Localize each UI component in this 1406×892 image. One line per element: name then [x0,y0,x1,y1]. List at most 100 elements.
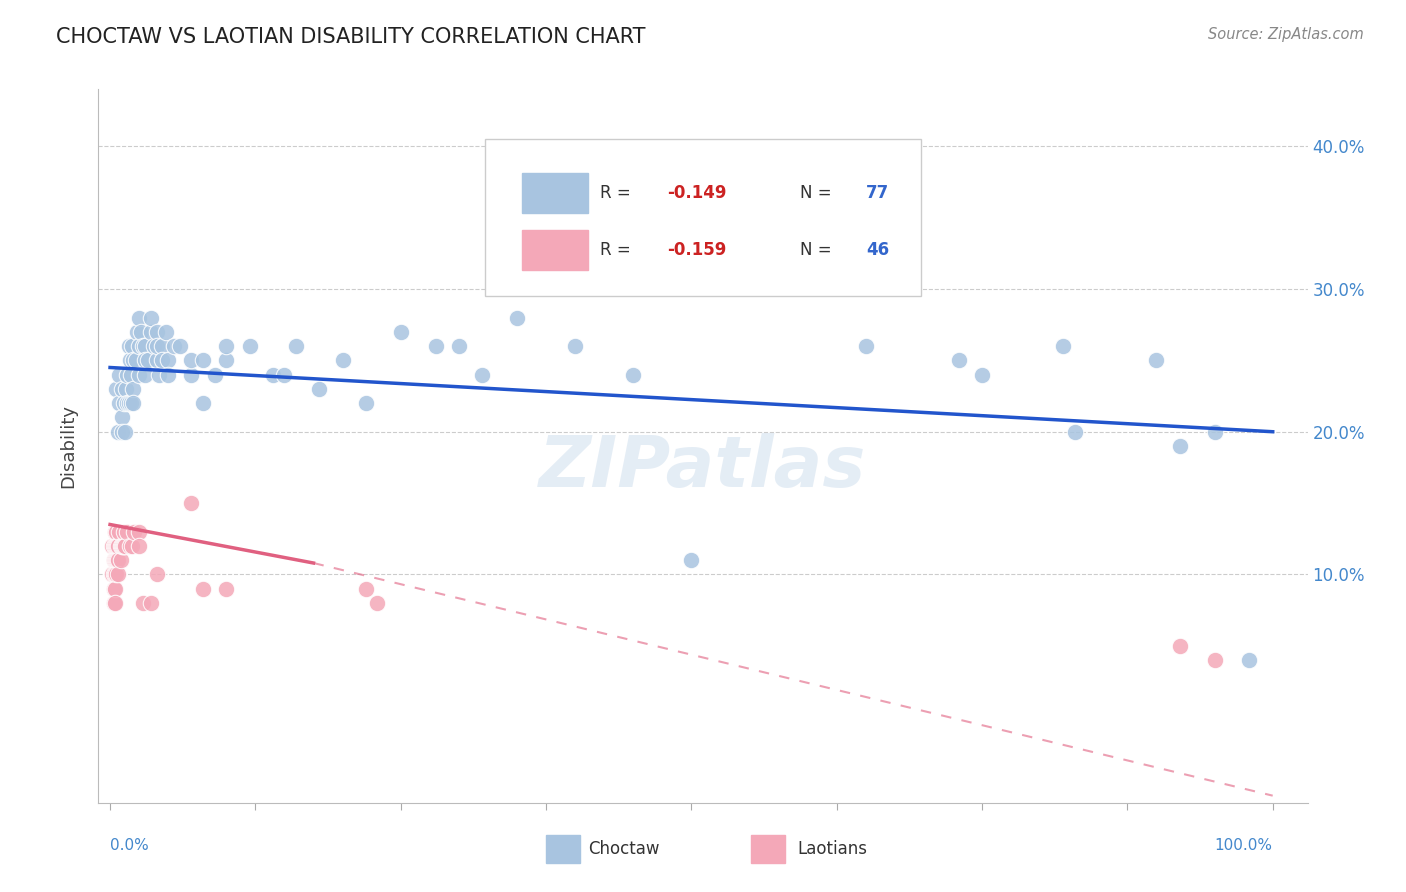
Point [191,582,214,596]
Point [157,368,180,382]
Text: Source: ZipAtlas.com: Source: ZipAtlas.com [1208,27,1364,42]
Point [273,368,295,382]
Point [118,339,141,353]
Point [110,539,132,553]
Point [104,539,127,553]
Point [118,396,141,410]
Point [108,368,131,382]
Point [111,539,134,553]
Point [121,339,143,353]
Point [1168,639,1191,653]
Text: Laotians: Laotians [797,840,868,858]
Point [115,382,138,396]
Point [148,368,170,382]
Point [104,567,127,582]
Text: R =: R = [600,242,637,260]
Text: -0.149: -0.149 [666,185,727,202]
Point [134,339,156,353]
Point [621,368,644,382]
Text: -0.159: -0.159 [666,242,725,260]
Point [122,396,145,410]
Text: CHOCTAW VS LAOTIAN DISABILITY CORRELATION CHART: CHOCTAW VS LAOTIAN DISABILITY CORRELATIO… [56,27,645,46]
Point [104,553,127,567]
Point [108,524,131,539]
Point [104,567,127,582]
Point [139,310,162,325]
Point [564,339,586,353]
Point [114,539,136,553]
Point [111,410,134,425]
Point [389,325,412,339]
Point [145,325,167,339]
Y-axis label: Disability: Disability [59,404,77,488]
Point [112,524,135,539]
Point [112,396,135,410]
Text: 100.0%: 100.0% [1215,838,1272,853]
Point [239,339,262,353]
Point [104,553,127,567]
Point [447,339,470,353]
Point [1064,425,1087,439]
Point [125,325,148,339]
Point [128,368,150,382]
Point [114,425,136,439]
Point [105,539,128,553]
Point [117,368,139,382]
Point [134,368,156,382]
Point [131,596,153,610]
Point [215,353,238,368]
Point [104,596,127,610]
Point [180,496,202,510]
Point [124,353,146,368]
Point [150,353,173,368]
Point [103,539,125,553]
Point [354,396,377,410]
Point [128,339,150,353]
Text: N =: N = [800,242,837,260]
Point [111,539,134,553]
Point [101,539,124,553]
Point [111,425,134,439]
Point [110,553,132,567]
Text: R =: R = [600,185,637,202]
FancyBboxPatch shape [485,139,921,296]
Point [118,353,141,368]
Point [262,368,284,382]
Point [124,524,146,539]
Point [128,310,150,325]
Point [122,382,145,396]
Point [117,524,139,539]
Point [354,582,377,596]
Point [103,596,125,610]
Point [155,325,177,339]
Point [122,353,145,368]
Text: 46: 46 [866,242,890,260]
Point [111,382,134,396]
Point [139,325,162,339]
Point [131,325,153,339]
Point [308,382,330,396]
Point [215,582,238,596]
Point [285,339,308,353]
Point [215,339,238,353]
Point [1239,653,1261,667]
Text: 0.0%: 0.0% [110,838,149,853]
Text: N =: N = [800,185,837,202]
Point [471,368,494,382]
Point [681,553,703,567]
Point [169,339,191,353]
Point [101,567,124,582]
Point [506,310,529,325]
Point [1204,425,1226,439]
Point [131,339,153,353]
Point [107,425,129,439]
Bar [546,835,579,863]
Point [145,353,167,368]
Point [120,368,142,382]
Point [104,582,127,596]
Point [180,368,202,382]
Point [105,553,128,567]
Point [117,396,139,410]
Point [118,539,141,553]
Point [104,382,127,396]
